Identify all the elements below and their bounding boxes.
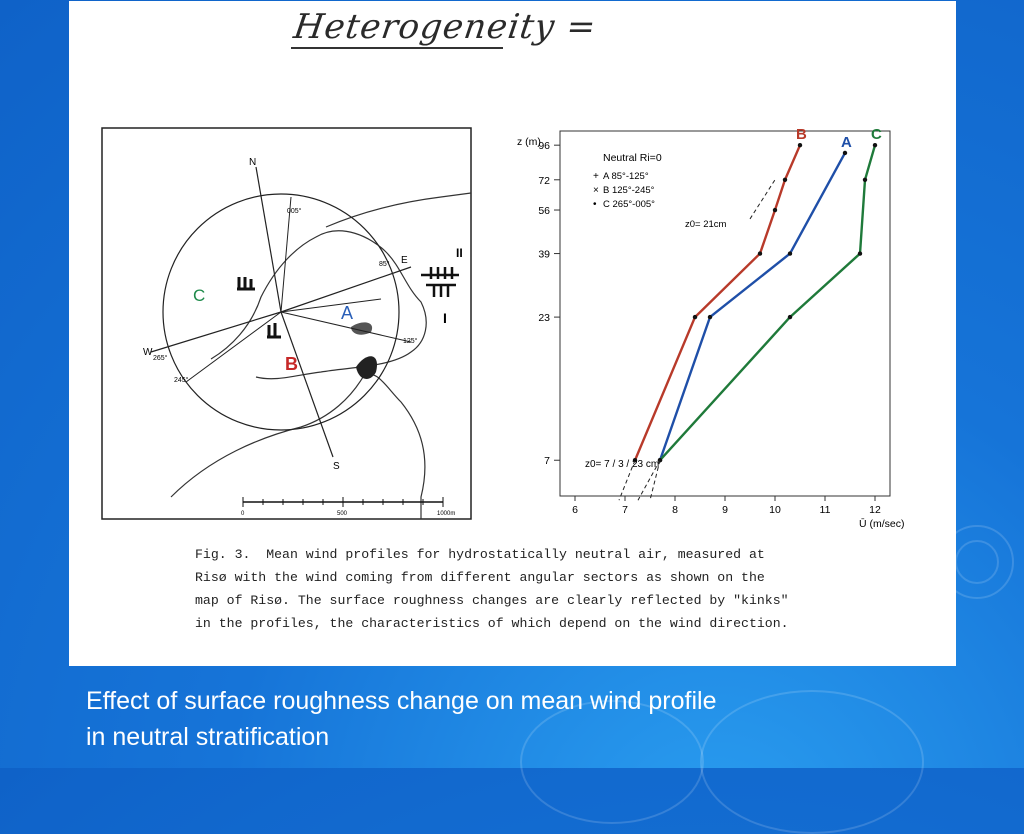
- north-label: N: [249, 157, 256, 168]
- x-axis-ticks: 6 7 8 9 10 11 12: [572, 496, 881, 516]
- data-point-b: [772, 207, 778, 213]
- x-tick-label: 9: [722, 504, 728, 516]
- mast-label-ii: II: [456, 246, 463, 260]
- scale-label: 0: [241, 511, 245, 517]
- coastline-north: [325, 192, 472, 228]
- extrapolation-line-a: [637, 459, 661, 501]
- y-axis-ticks: 7 23 39 56 72 96: [538, 140, 560, 467]
- series-label-a: A: [841, 134, 852, 151]
- data-point-c: [787, 314, 793, 320]
- x-tick-label: 8: [672, 504, 678, 516]
- north-south-axis: [280, 311, 334, 458]
- legend-marker-a: +: [593, 171, 599, 182]
- mast-site: [267, 323, 281, 339]
- sector-line-245: [185, 311, 282, 383]
- islet: [356, 356, 377, 379]
- x-tick-label: 7: [622, 504, 628, 516]
- caption-line: map of Risø. The surface roughness chang…: [195, 593, 789, 608]
- x-tick-label: 12: [869, 504, 881, 516]
- mast-site-iv: [237, 277, 255, 291]
- series-label-b: B: [796, 127, 807, 143]
- coastline-south: [170, 373, 426, 519]
- heading-underline: [291, 47, 503, 49]
- bearing-label: 125°: [403, 337, 418, 345]
- legend-entry-a: A 85°-125°: [603, 171, 649, 182]
- legend-entry-b: B 125°-245°: [603, 185, 655, 196]
- data-point-b: [782, 177, 788, 182]
- riso-peninsula: [210, 230, 427, 380]
- bearing-label: 85°: [379, 260, 390, 268]
- data-point-b: [757, 251, 763, 256]
- z0-bottom-annotation: z0= 7 / 3 / 23 cm: [585, 459, 659, 470]
- bearing-label: 245°: [174, 376, 189, 384]
- series-layer: A B C: [618, 127, 882, 501]
- caption-line: Fig. 3. Mean wind profiles for hydrostat…: [195, 547, 765, 562]
- slide-caption-line: in neutral stratification: [86, 723, 330, 751]
- chart-title: Neutral Ri=0: [603, 152, 662, 164]
- sector-a-label: A: [341, 303, 353, 323]
- east-west-axis: [150, 311, 282, 353]
- legend-marker-b: ×: [593, 185, 599, 196]
- east-label: E: [401, 255, 408, 266]
- legend-marker-c: •: [593, 199, 597, 210]
- z0-guide-line: [749, 179, 776, 220]
- z0-annotation: z0= 21cm: [685, 219, 727, 230]
- y-tick-label: 7: [544, 455, 550, 467]
- mast-label-i: I: [443, 310, 447, 326]
- sector-line-005: [280, 196, 292, 313]
- data-point-a: [842, 150, 848, 156]
- series-line-a: [658, 152, 847, 461]
- data-point-c: [872, 142, 878, 148]
- series-label-c: C: [871, 127, 882, 143]
- sector-line-125: [280, 311, 412, 343]
- figure-caption: Fig. 3. Mean wind profiles for hydrostat…: [195, 543, 895, 635]
- map-frame: [101, 127, 472, 520]
- bearing-label: 005°: [287, 207, 302, 215]
- slide-caption: Effect of surface roughness change on me…: [86, 683, 986, 755]
- sector-c-label: C: [193, 286, 205, 305]
- data-point-c: [862, 177, 868, 182]
- x-tick-label: 10: [769, 504, 781, 516]
- sector-b-label: B: [285, 354, 298, 374]
- scale-bar-ticks: [242, 497, 444, 507]
- legend-entry-c: C 265°-005°: [603, 199, 655, 210]
- data-point-c: [857, 251, 863, 256]
- caption-line: in the profiles, the characteristics of …: [195, 616, 789, 631]
- west-label: W: [143, 347, 153, 358]
- extrapolation-line-b: [618, 460, 636, 501]
- y-tick-label: 96: [538, 140, 550, 152]
- slide-caption-line: Effect of surface roughness change on me…: [86, 687, 717, 715]
- x-axis-label: Ū (m/sec): [859, 518, 905, 530]
- scale-label: 1000m: [437, 511, 455, 517]
- scale-label: 500: [337, 511, 348, 517]
- north-south-axis: [255, 166, 282, 313]
- south-label: S: [333, 461, 340, 472]
- y-tick-label: 23: [538, 312, 550, 324]
- y-tick-label: 72: [538, 175, 550, 187]
- sector-circle: [162, 193, 400, 431]
- sector-line-85: [280, 298, 382, 313]
- y-axis-label: z (m): [517, 136, 541, 148]
- data-point-a: [787, 251, 793, 256]
- data-point-b: [692, 314, 698, 320]
- riso-map: N S E W 005° 85° 125° 245° 265° A B C II…: [101, 127, 472, 520]
- y-tick-label: 39: [538, 249, 550, 261]
- handwritten-heading: Heterogeneity =: [291, 7, 600, 47]
- y-tick-label: 56: [538, 205, 550, 217]
- data-point-b: [797, 142, 803, 148]
- bearing-label: 265°: [153, 354, 168, 362]
- x-tick-label: 11: [820, 504, 831, 516]
- figure-panel: Heterogeneity = N S E W 005° 85° 125° 24…: [69, 1, 956, 666]
- series-line-b: [633, 144, 802, 461]
- wind-profile-chart: 7 23 39 56 72 96 6 7 8 9 10 11 12 A B C z (m) Ū (m/se…: [517, 127, 905, 530]
- mast-array: [421, 267, 459, 297]
- x-tick-label: 6: [572, 504, 578, 516]
- caption-line: Risø with the wind coming from different…: [195, 570, 765, 585]
- data-point-a: [707, 314, 713, 320]
- east-west-axis: [280, 266, 412, 313]
